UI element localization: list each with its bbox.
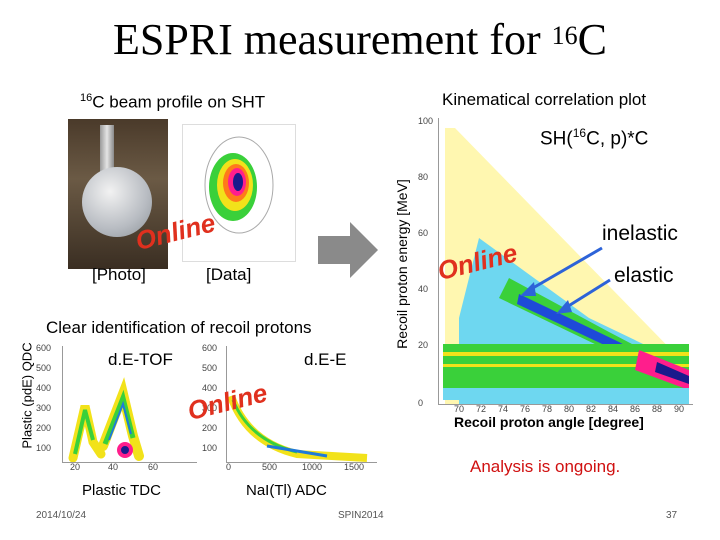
footer-conference: SPIN2014	[338, 510, 384, 521]
right-x-ticks: 70 72 74 76 78 80 82 84 86 88 90	[454, 404, 690, 416]
right-ytick: 0	[418, 398, 424, 408]
photo-label: [Photo]	[92, 265, 146, 284]
qdc-axis-text: Plastic (pdE) QDC	[19, 342, 35, 449]
kin-bottom-cyan	[443, 388, 689, 400]
angle-axis-label: Recoil proton angle [degree]	[454, 414, 644, 430]
kin-yellow-stripe	[443, 352, 689, 356]
data-label: [Data]	[206, 265, 252, 284]
plot2-ytick: 600	[202, 343, 218, 353]
title-sup: 16	[551, 21, 578, 50]
energy-axis-text: Recoil proton energy [MeV]	[394, 179, 410, 349]
beam-profile-plot	[182, 124, 296, 262]
elastic-arrow-head	[556, 300, 572, 314]
right-ytick: 20	[418, 340, 429, 350]
blue-arrows	[520, 246, 611, 314]
dE-E-plot	[226, 346, 377, 463]
tof-band-green-2	[102, 389, 136, 445]
right-ytick: 80	[418, 172, 429, 182]
plot1-x-ticks: 20 40 60	[64, 462, 198, 474]
title-prefix: ESPRI measurement for	[112, 15, 552, 64]
recoil-heading: Clear identification of recoil protons	[46, 318, 312, 337]
right-ytick: 60	[418, 228, 429, 238]
right-xtick: 90	[674, 404, 685, 414]
plot1-xtick: 60	[148, 462, 159, 472]
plot2-ytick: 500	[202, 363, 218, 373]
plot2-xtick: 1500	[344, 462, 365, 472]
plot2-ytick: 400	[202, 383, 218, 393]
dEE-band-blue	[266, 444, 328, 458]
tof-peak-core	[121, 446, 129, 454]
kin-yellow-stripe-2	[443, 364, 689, 367]
kinematic-plot	[438, 118, 693, 405]
plot1-ytick: 600	[36, 343, 52, 353]
reaction-suffix: C, p)*C	[586, 128, 649, 150]
plot2-xtick: 1000	[302, 462, 323, 472]
right-xtick: 70	[454, 404, 465, 414]
inelastic-arrow-line	[525, 246, 603, 294]
right-xtick: 86	[630, 404, 641, 414]
right-xtick: 74	[498, 404, 509, 414]
right-xtick: 78	[542, 404, 553, 414]
target-outline	[204, 136, 274, 234]
plot2-xtick: 0	[226, 462, 232, 472]
right-y-ticks: 100 80 60 40 20 0	[418, 116, 436, 410]
plot2-ytick: 100	[202, 443, 218, 453]
footer-page: 37	[666, 510, 678, 521]
status-text: Analysis is ongoing.	[470, 457, 621, 476]
dE-TOF-svg	[68, 377, 144, 463]
beam-profile-heading: 16C beam profile on SHT	[80, 92, 265, 113]
beam-profile-svg	[204, 136, 274, 234]
beam-heading-sup: 16	[80, 92, 93, 104]
elastic-arrow-line	[561, 278, 611, 312]
plot1-xtick: 20	[70, 462, 81, 472]
beam-core	[233, 173, 243, 191]
reaction-sup: 16	[572, 126, 587, 140]
plot1-ytick: 400	[36, 383, 52, 393]
dE-E-svg	[227, 394, 368, 462]
slide-title: ESPRI measurement for 16C	[0, 14, 720, 66]
plot1-y-ticks: 600 500 400 300 200 100	[36, 343, 64, 463]
right-ytick: 100	[418, 116, 434, 126]
kinematic-svg	[443, 128, 689, 404]
dE-E-label: d.E-E	[304, 350, 347, 369]
plot2-xtick: 500	[262, 462, 278, 472]
right-xtick: 84	[608, 404, 619, 414]
plot2-ytick: 200	[202, 423, 218, 433]
elastic-label: elastic	[614, 264, 674, 287]
plot1-xtick: 40	[108, 462, 119, 472]
right-xtick: 76	[520, 404, 531, 414]
gray-arrow	[318, 222, 378, 278]
plot1-ytick: 500	[36, 363, 52, 373]
title-suffix: C	[577, 15, 608, 64]
dE-TOF-label: d.E-TOF	[108, 350, 173, 369]
tof-band-blue	[108, 400, 132, 441]
tof-band-green	[73, 409, 95, 455]
footer-date: 2014/10/24	[36, 510, 87, 521]
kinematical-heading: Kinematical correlation plot	[442, 90, 647, 109]
plot2-x-ticks: 0 500 1000 1500	[226, 462, 376, 474]
dE-TOF-plot	[62, 346, 197, 463]
beam-heading-text: C beam profile on SHT	[92, 92, 266, 112]
right-ytick: 40	[418, 284, 429, 294]
reaction-prefix: SH(	[540, 128, 573, 150]
plastic-tdc-label: Plastic TDC	[82, 482, 161, 499]
right-xtick: 80	[564, 404, 575, 414]
plot1-ytick: 200	[36, 423, 52, 433]
inelastic-arrow-head	[520, 282, 536, 296]
gray-arrow-shape	[318, 222, 378, 278]
plot1-ytick: 100	[36, 443, 52, 453]
kin-peak-core	[655, 362, 689, 384]
plot2-ytick: 300	[202, 403, 218, 413]
target-photo	[68, 119, 168, 269]
right-xtick: 88	[652, 404, 663, 414]
nai-adc-label: NaI(Tl) ADC	[246, 482, 327, 499]
plot1-ytick: 300	[36, 403, 52, 413]
photo-target-disk	[82, 167, 152, 237]
plot2-y-ticks: 600 500 400 300 200 100	[202, 343, 228, 463]
reaction-label: SH(16C, p)*C	[540, 126, 648, 150]
right-xtick: 82	[586, 404, 597, 414]
inelastic-label: inelastic	[602, 222, 678, 245]
right-xtick: 72	[476, 404, 487, 414]
